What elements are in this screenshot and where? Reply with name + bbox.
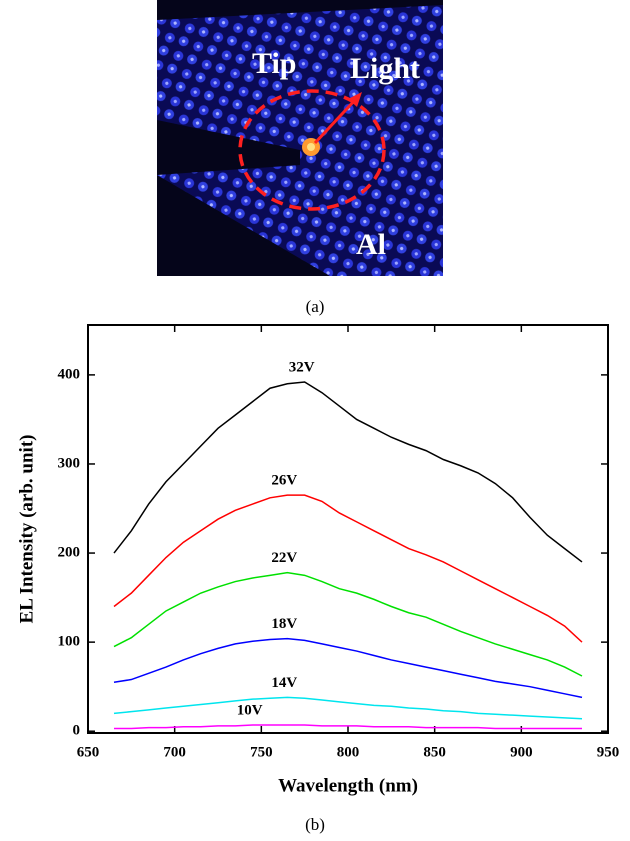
series-label: 18V <box>271 616 297 632</box>
photo-sample <box>157 5 443 276</box>
series-line <box>113 494 583 643</box>
light-core <box>307 143 315 151</box>
x-tick-label: 850 <box>423 744 446 760</box>
series-line <box>113 637 583 699</box>
caption: (a) <box>306 297 325 316</box>
photo-label: Al <box>356 228 386 261</box>
series-line <box>114 724 582 730</box>
photo-label: Tip <box>252 47 297 80</box>
photo: Tip Light Al <box>157 0 443 276</box>
x-axis-label: Wavelength (nm) <box>278 775 418 796</box>
y-tick-label: 300 <box>58 455 81 471</box>
y-tick-label: 400 <box>58 366 81 382</box>
caption: (b) <box>305 815 325 834</box>
x-tick-label: 800 <box>337 744 360 760</box>
series-line <box>113 696 583 720</box>
x-tick-label: 650 <box>77 744 100 760</box>
series-line <box>113 381 583 563</box>
y-tick-label: 0 <box>73 723 81 739</box>
x-tick-label: 700 <box>163 744 186 760</box>
series-label: 26V <box>271 473 297 489</box>
series-label: 10V <box>237 702 263 718</box>
x-tick-label: 950 <box>597 744 620 760</box>
series-label: 14V <box>271 675 297 691</box>
y-axis-label: EL Intensity (arb. unit) <box>16 435 37 624</box>
photo-gap <box>157 120 300 175</box>
series-label: 22V <box>271 550 297 566</box>
dashed-circle <box>238 89 386 211</box>
y-tick-label: 200 <box>58 544 81 560</box>
x-tick-label: 750 <box>250 744 273 760</box>
x-tick-label: 900 <box>510 744 533 760</box>
series-line <box>113 571 583 677</box>
y-tick-label: 100 <box>58 634 81 650</box>
series-label: 32V <box>289 359 315 375</box>
plot-frame <box>87 324 609 734</box>
photo-label: Light <box>350 52 420 85</box>
arrow <box>313 98 357 145</box>
arrow-head <box>348 92 362 107</box>
